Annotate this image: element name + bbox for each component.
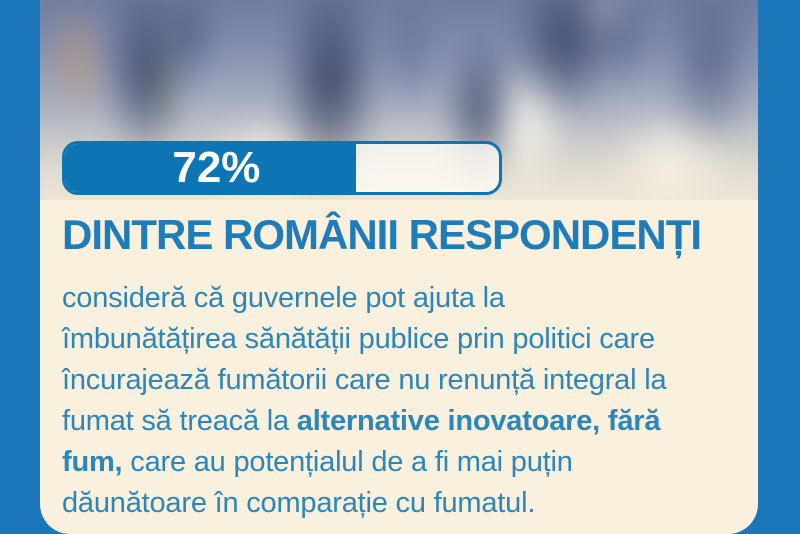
progress-value-label: 72% — [172, 143, 261, 192]
text-panel: DINTRE ROMÂNII RESPONDENȚI consideră că … — [40, 200, 758, 534]
body-line: dăunătoare în comparație cu fumatul. — [62, 487, 536, 519]
body-line: încurajează fumătorii care nu renunță in… — [62, 364, 667, 396]
body-text: consideră că guvernele pot ajuta la îmbun… — [62, 278, 738, 524]
progress-bar-fill: 72% — [65, 144, 356, 192]
body-line: consideră că guvernele pot ajuta la — [62, 282, 505, 314]
content-area: 72% DINTRE ROMÂNII RESPONDENȚI consideră… — [40, 0, 758, 534]
statistic-headline: DINTRE ROMÂNII RESPONDENȚI — [62, 211, 702, 258]
progress-bar: 72% — [62, 141, 502, 195]
body-line: fum, care au potențialul de a fi mai puț… — [62, 446, 573, 478]
body-line: fumat să treacă la alternative inovatoar… — [62, 405, 661, 437]
body-line: îmbunătățirea sănătății publice prin pol… — [62, 323, 655, 355]
